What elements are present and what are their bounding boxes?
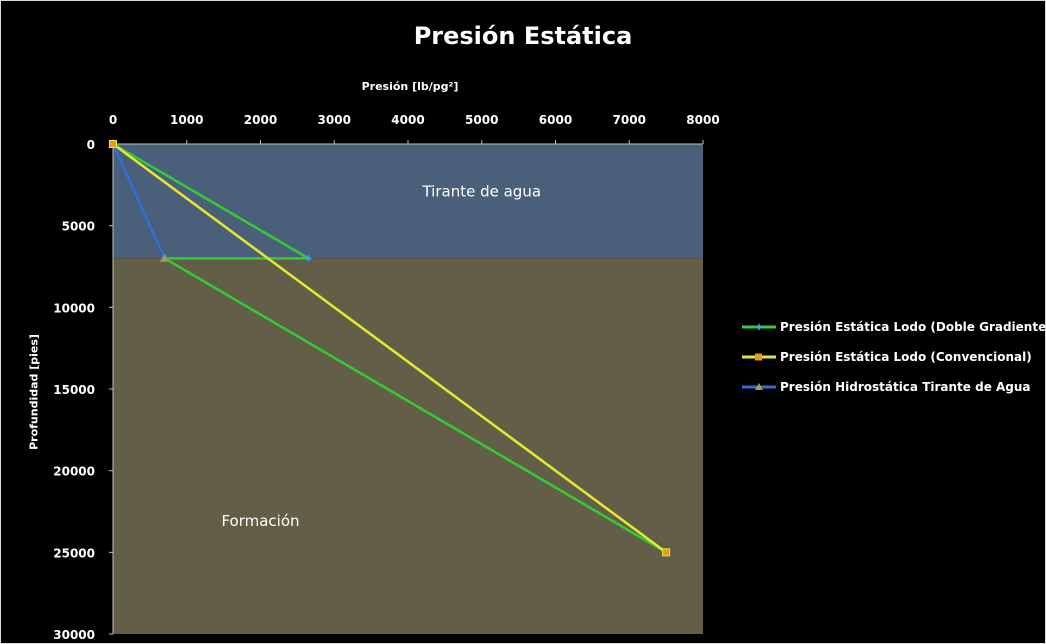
region-2 — [113, 258, 703, 634]
series-2-point — [662, 548, 671, 557]
x-axis-label: Presión [lb/pg²] — [361, 80, 459, 93]
x-tick-label: 0 — [109, 113, 117, 127]
chart-title: Presión Estática — [413, 22, 633, 50]
x-tick-label: 2000 — [244, 113, 277, 127]
series-2-point — [109, 140, 117, 148]
legend: Presión Estática Lodo (Doble Gradiente) P… — [742, 316, 1046, 406]
legend-item-3: Presión Hidrostática Tirante de Agua — [742, 376, 1046, 398]
legend-item-1: Presión Estática Lodo (Doble Gradiente) — [742, 316, 1046, 338]
region-label-formacion: Formación — [221, 512, 299, 530]
y-tick-label: 5000 — [62, 220, 95, 234]
x-tick-label: 5000 — [465, 113, 498, 127]
legend-swatch-2 — [742, 353, 776, 361]
region-1 — [113, 144, 703, 259]
y-tick-label: 0 — [87, 138, 95, 152]
x-tick-label: 4000 — [391, 113, 424, 127]
y-tick-label: 30000 — [53, 628, 95, 642]
legend-label: Presión Estática Lodo (Doble Gradiente) — [780, 320, 1046, 334]
series-line-3 — [111, 143, 166, 259]
y-tick-label: 20000 — [53, 465, 95, 479]
series-line-1 — [112, 142, 667, 554]
legend-swatch-1 — [742, 323, 776, 331]
x-tick-label: 7000 — [613, 113, 646, 127]
series-line-2 — [112, 142, 667, 554]
y-tick-label: 10000 — [53, 301, 95, 315]
series-1-point — [304, 254, 313, 263]
x-tick-label: 1000 — [170, 113, 203, 127]
y-tick-label: 25000 — [53, 546, 95, 560]
series-3-point — [159, 253, 170, 262]
legend-label: Presión Hidrostática Tirante de Agua — [780, 380, 1031, 394]
legend-item-2: Presión Estática Lodo (Convencional) — [742, 346, 1046, 368]
x-tick-label: 8000 — [686, 113, 719, 127]
region-label-tirante: Tirante de agua — [421, 182, 541, 200]
x-tick-label: 3000 — [318, 113, 351, 127]
legend-swatch-3 — [742, 383, 776, 390]
y-tick-label: 15000 — [53, 383, 95, 397]
x-tick-label: 6000 — [539, 113, 572, 127]
legend-label: Presión Estática Lodo (Convencional) — [780, 350, 1032, 364]
